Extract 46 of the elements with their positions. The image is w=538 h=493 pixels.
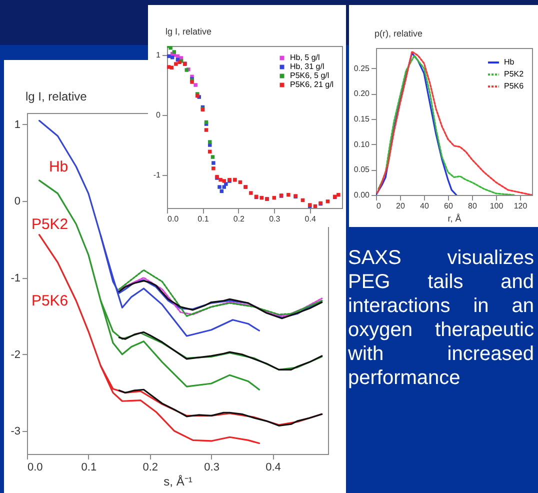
y-tick-label: 1: [156, 50, 162, 60]
y-tick-label: 0.20: [354, 89, 370, 98]
y-tick-label: 0: [156, 110, 162, 120]
x-tick-label: 0.3: [269, 214, 281, 224]
x-tick-label: 40: [420, 202, 430, 210]
x-tick-label: 0.4: [266, 462, 281, 474]
x-tick-label: 0: [376, 202, 382, 210]
y-axis-title: p(r), relative: [374, 28, 423, 38]
x-tick-label: 0.3: [204, 462, 220, 474]
y-tick-label: 0.10: [354, 140, 370, 149]
y-tick-label: 0.00: [354, 190, 370, 200]
x-axis-title: s, Å⁻¹: [164, 474, 192, 488]
text: SAXS visualizes PEG tails and interactions in an oxygen therapeutic with increased performance: [348, 246, 534, 390]
x-tick-label: 100: [490, 202, 504, 210]
y-tick-label: -3: [10, 426, 20, 438]
y-axis-title: lg I, relative: [26, 90, 88, 104]
legend-label: P5K6, 5 g/l: [290, 71, 330, 80]
x-tick-label: 60: [444, 202, 454, 210]
x-tick-label: 0.0: [168, 214, 180, 224]
x-tick-label: 0.2: [142, 462, 158, 474]
legend-label: Hb, 5 g/l: [290, 53, 320, 62]
legend-label: Hb, 31 g/l: [290, 62, 324, 71]
y-tick-label: 0.05: [354, 165, 370, 174]
x-tick-label: 80: [468, 202, 478, 210]
legend-label: P5K2: [504, 70, 524, 78]
y-tick-label: -2: [10, 348, 20, 361]
y-tick-label: -1: [10, 272, 20, 284]
x-tick-label: 0.1: [198, 214, 210, 224]
series-label: Hb: [48, 158, 68, 176]
y-tick-label: -1: [153, 170, 162, 180]
series-label: P5K6: [31, 292, 68, 310]
legend-label: Hb: [504, 58, 515, 66]
x-axis-title: r, Å: [448, 214, 462, 224]
x-tick-label: 0.2: [233, 214, 246, 224]
y-tick-label: 0.25: [354, 64, 370, 73]
x-tick-label: 20: [396, 202, 406, 210]
y-tick-label: 1: [14, 118, 20, 131]
x-tick-label: 0.4: [304, 214, 316, 224]
y-tick-label: 0.15: [354, 114, 370, 124]
x-tick-label: 0.1: [81, 462, 97, 474]
x-tick-label: 0.0: [28, 462, 43, 474]
series-label: P5K2: [31, 216, 68, 234]
legend-label: P5K6: [504, 82, 524, 90]
legend-label: P5K6, 21 g/l: [290, 80, 334, 89]
x-tick-label: 120: [514, 202, 528, 210]
y-axis-title: lg I, relative: [166, 26, 212, 36]
